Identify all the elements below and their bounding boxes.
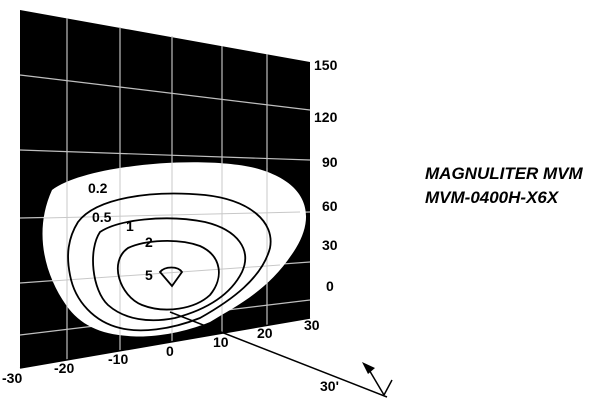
grid-overlay bbox=[43, 158, 301, 336]
arrow-head-icon bbox=[362, 362, 375, 374]
contour-label-0.2: 0.2 bbox=[88, 180, 108, 196]
fixture-title-line2: MVM-0400H-X6X bbox=[425, 188, 559, 207]
floor-axes bbox=[19, 311, 393, 398]
vtick-60: 60 bbox=[322, 198, 338, 214]
vtick-30: 30 bbox=[322, 237, 338, 253]
contour-0.5 bbox=[67, 192, 272, 332]
illuminated-area bbox=[42, 162, 307, 337]
htick-30: 30 bbox=[304, 317, 320, 333]
htick-0: 0 bbox=[166, 343, 174, 359]
depth-axis-label: 30' bbox=[320, 378, 339, 394]
vtick-120: 120 bbox=[314, 109, 338, 125]
contour-lines bbox=[67, 192, 272, 332]
contour-label-2: 2 bbox=[145, 234, 153, 250]
vtick-90: 90 bbox=[322, 154, 338, 170]
htick-neg30: -30 bbox=[2, 370, 22, 386]
contour-2 bbox=[117, 240, 220, 311]
htick-20: 20 bbox=[257, 325, 273, 341]
htick-neg20: -20 bbox=[54, 360, 74, 376]
contour-label-0.5: 0.5 bbox=[92, 209, 112, 225]
fixture-title-line1: MAGNULITER MVM bbox=[425, 164, 583, 183]
vtick-0: 0 bbox=[326, 278, 334, 294]
contour-5 bbox=[158, 266, 184, 288]
contour-label-5: 5 bbox=[145, 267, 153, 283]
htick-neg10: -10 bbox=[108, 351, 128, 367]
vtick-150: 150 bbox=[314, 57, 338, 73]
contour-1 bbox=[92, 217, 247, 322]
htick-10: 10 bbox=[213, 334, 229, 350]
contour-label-1: 1 bbox=[126, 218, 134, 234]
